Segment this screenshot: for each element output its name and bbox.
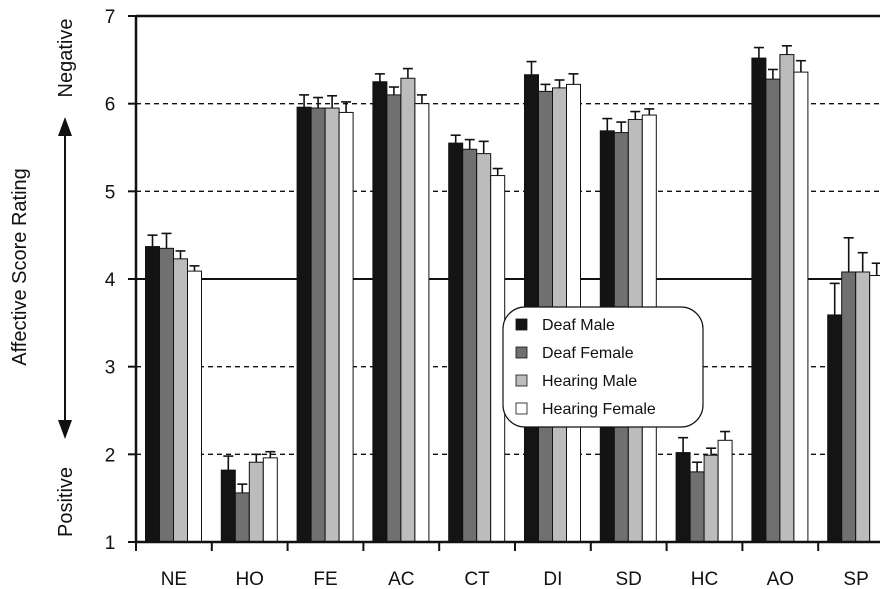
y-tick-label-4: 4 <box>105 270 116 291</box>
bar-hearing-female-ac <box>414 103 430 543</box>
bar-deaf-male-ne <box>145 246 160 543</box>
x-tick-label-sd: SD <box>615 569 641 589</box>
bar-hearing-male-ao <box>779 54 795 543</box>
bar-hearing-female-sp <box>869 274 880 543</box>
legend: Deaf Male Deaf Female Hearing Male Heari… <box>502 306 704 428</box>
x-tick-label-ac: AC <box>388 569 414 589</box>
bar-hearing-male-ne <box>173 258 188 543</box>
y-tick-label-5: 5 <box>105 182 116 203</box>
bar-deaf-male-hc <box>675 452 691 543</box>
legend-swatch-hearing-male <box>515 374 528 387</box>
arrow-down-icon <box>58 420 72 439</box>
y-tick-label-7: 7 <box>105 7 116 28</box>
legend-swatch-deaf-male <box>515 318 528 331</box>
x-tick-label-hc: HC <box>691 569 718 589</box>
bar-hearing-male-ac <box>400 77 416 543</box>
legend-box <box>502 306 704 428</box>
y-tick-label-3: 3 <box>105 358 116 379</box>
bar-hearing-male-sp <box>855 271 871 543</box>
x-tick-label-ne: NE <box>161 569 187 589</box>
bar-deaf-male-ct <box>448 142 464 543</box>
ticks: 1 2 3 4 5 6 7 NE HO FE AC CT DI SD HC AO SP <box>105 7 869 589</box>
legend-label-hearing-female: Hearing Female <box>542 401 656 418</box>
legend-swatch-deaf-female <box>515 346 528 359</box>
bar-deaf-male-ac <box>372 81 388 543</box>
bar-deaf-female-ao <box>765 78 781 543</box>
bar-deaf-male-ho <box>220 469 236 543</box>
bar-hearing-male-ho <box>248 461 264 543</box>
bar-deaf-male-sp <box>827 314 843 543</box>
legend-item-hearing-male: Hearing Male <box>515 373 637 390</box>
y-axis-title-group: Affective Score Rating Negative Positive <box>9 19 77 537</box>
y-tick-label-1: 1 <box>105 533 116 554</box>
bar-hearing-male-fe <box>324 107 340 543</box>
x-tick-label-sp: SP <box>843 569 868 589</box>
y-tick-label-2: 2 <box>105 445 116 466</box>
x-tick-label-ho: HO <box>235 569 264 589</box>
bar-deaf-female-ne <box>159 247 174 543</box>
bar-hearing-male-hc <box>703 454 719 543</box>
x-tick-label-ct: CT <box>464 569 490 589</box>
x-tick-label-ao: AO <box>767 569 794 589</box>
bar-deaf-male-fe <box>296 106 312 543</box>
y-axis-negative-label: Negative <box>55 19 77 98</box>
bar-hearing-female-hc <box>717 439 733 543</box>
arrow-up-icon <box>58 117 72 136</box>
legend-label-deaf-female: Deaf Female <box>542 345 634 362</box>
bar-deaf-female-ac <box>386 94 402 543</box>
legend-swatch-hearing-female <box>515 402 528 415</box>
y-tick-label-6: 6 <box>105 95 116 116</box>
bar-hearing-male-ct <box>476 153 492 543</box>
x-tick-label-di: DI <box>543 569 562 589</box>
bar-hearing-female-ne <box>187 270 202 543</box>
bar-deaf-male-ao <box>751 57 767 543</box>
bar-hearing-female-fe <box>338 111 354 543</box>
bar-deaf-female-ho <box>234 492 250 543</box>
y-axis-positive-label: Positive <box>55 467 77 537</box>
bar-deaf-female-ct <box>462 148 478 543</box>
bar-deaf-female-fe <box>310 107 326 543</box>
legend-item-hearing-female: Hearing Female <box>515 401 656 418</box>
x-tick-label-fe: FE <box>313 569 337 589</box>
legend-item-deaf-female: Deaf Female <box>515 345 634 362</box>
y-axis-title: Affective Score Rating <box>9 168 31 366</box>
legend-item-deaf-male: Deaf Male <box>515 317 615 334</box>
bar-deaf-female-hc <box>689 471 705 543</box>
legend-label-hearing-male: Hearing Male <box>542 373 637 390</box>
bars <box>145 45 880 543</box>
bar-hearing-female-ho <box>262 457 278 543</box>
bar-deaf-female-sp <box>841 271 857 543</box>
legend-label-deaf-male: Deaf Male <box>542 317 615 334</box>
bar-hearing-female-ao <box>793 71 809 543</box>
